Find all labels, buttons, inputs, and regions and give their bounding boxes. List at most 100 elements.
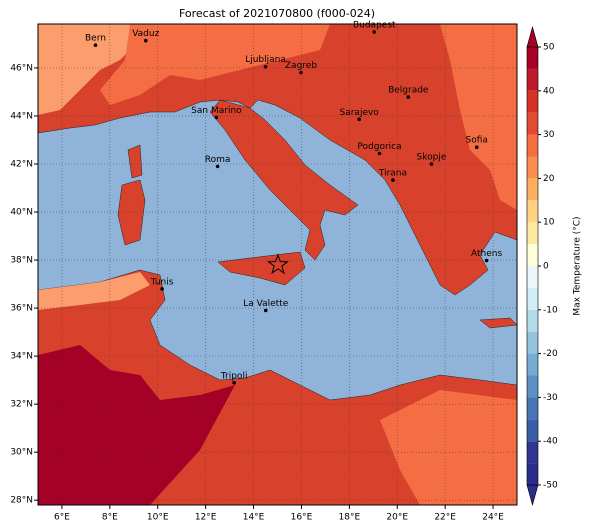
colorbar-band	[527, 47, 538, 69]
colorbar-extend	[526, 25, 539, 48]
y-tick-label: 28°N	[10, 496, 33, 506]
city-dot	[474, 145, 479, 149]
italy	[209, 99, 359, 261]
city-label: Skopje	[417, 153, 447, 163]
colorbar-band	[527, 68, 538, 91]
city-dot	[391, 178, 395, 182]
x-tick-label: 18°E	[339, 513, 361, 523]
y-tick-label: 44°N	[10, 111, 33, 121]
city-dot	[143, 38, 148, 43]
city-label: Sarajevo	[340, 108, 380, 118]
city-label: Tripoli	[220, 371, 248, 381]
land-north	[38, 24, 517, 296]
colorbar-band	[527, 90, 538, 113]
city-label: Budapest	[353, 20, 396, 30]
y-tick-label: 38°N	[10, 256, 33, 266]
colorbar-band	[527, 156, 538, 179]
city-label: Athens	[471, 249, 502, 259]
x-tick-label: 24°E	[482, 513, 504, 523]
colorbar-tick-label: -40	[543, 437, 558, 447]
colorbar-band	[527, 397, 538, 420]
colorbar-band	[527, 200, 538, 223]
city-dot	[215, 164, 220, 169]
y-tick-label: 34°N	[10, 352, 33, 362]
x-tick-label: 12°E	[195, 513, 217, 523]
warm-patch	[440, 24, 517, 210]
colorbar-tick-label: 50	[543, 43, 555, 53]
city-dot	[263, 308, 268, 313]
city-label: Vaduz	[132, 29, 159, 39]
colorbar-label: Max Temperature (°C)	[573, 216, 583, 315]
y-tick-label: 36°N	[10, 304, 33, 314]
city-label: Ljubljana	[245, 55, 286, 65]
city-dot	[214, 115, 219, 120]
colorbar-tick-label: 40	[543, 86, 555, 96]
city-dot	[160, 287, 164, 291]
warm-patch	[380, 390, 517, 505]
colorbar-band	[527, 134, 538, 157]
warm-patch	[38, 272, 150, 310]
colorbar-tick-label: 0	[543, 262, 549, 272]
colorbar-band	[527, 309, 538, 332]
city-label: Roma	[205, 155, 231, 165]
crete	[479, 317, 517, 329]
colorbar-tick-label: -50	[543, 481, 558, 491]
city-dot	[232, 380, 236, 385]
colorbar-band	[527, 463, 538, 485]
city-dot	[406, 95, 411, 99]
colorbar-band	[527, 331, 538, 354]
colorbar-band	[527, 178, 538, 201]
map-frame	[37, 23, 518, 506]
y-tick-label: 30°N	[10, 448, 33, 458]
colorbar-band	[527, 112, 538, 135]
warm-patch	[38, 24, 140, 115]
city-dot	[372, 30, 377, 34]
y-tick-label: 40°N	[10, 208, 33, 218]
colorbar-extend	[526, 484, 539, 507]
city-dot	[429, 162, 434, 166]
colorbar-tick-label: 20	[543, 174, 555, 184]
colorbar-band	[527, 222, 538, 245]
colorbar-band	[527, 441, 538, 464]
title: Forecast of 2021070800 (f000-024)	[179, 7, 375, 20]
colorbar-tick-label: 10	[543, 218, 555, 228]
warm-patch	[100, 24, 330, 105]
city-label: Tirana	[378, 169, 407, 179]
x-tick-label: 22°E	[434, 513, 456, 523]
y-tick-label: 32°N	[10, 400, 33, 410]
y-tick-label: 46°N	[10, 63, 33, 73]
location-star	[267, 253, 289, 275]
colorbar-band	[527, 287, 538, 310]
corsica	[127, 144, 143, 179]
y-tick-label: 42°N	[10, 160, 33, 170]
city-label: Zagreb	[285, 61, 317, 71]
x-tick-label: 16°E	[291, 513, 313, 523]
x-tick-label: 14°E	[243, 513, 265, 523]
city-dot	[377, 151, 382, 156]
hot-patch	[38, 345, 235, 505]
colorbar-band	[527, 353, 538, 376]
city-label: San Marino	[191, 106, 242, 116]
city-dot	[299, 70, 303, 75]
city-label: Belgrade	[388, 86, 429, 96]
city-dot	[93, 43, 98, 47]
city-dot	[357, 117, 361, 122]
x-tick-label: 10°E	[147, 513, 169, 523]
city-dot	[484, 258, 489, 263]
city-dot	[263, 64, 268, 69]
colorbar-tick-label: -20	[543, 349, 558, 359]
city-label: Bern	[85, 34, 106, 44]
colorbar-tick-label: 30	[543, 130, 555, 140]
city-label: La Valette	[243, 299, 288, 309]
colorbar-tick-label: -30	[543, 393, 558, 403]
city-label: Podgorica	[357, 142, 401, 152]
colorbar-band	[527, 244, 538, 266]
x-tick-label: 8°E	[102, 513, 118, 523]
x-tick-label: 20°E	[386, 513, 408, 523]
colorbar-tick-label: -10	[543, 305, 558, 315]
x-tick-label: 6°E	[54, 513, 70, 523]
city-label: Sofia	[466, 136, 488, 146]
city-label: Tunis	[150, 277, 174, 287]
sardinia	[117, 179, 146, 246]
